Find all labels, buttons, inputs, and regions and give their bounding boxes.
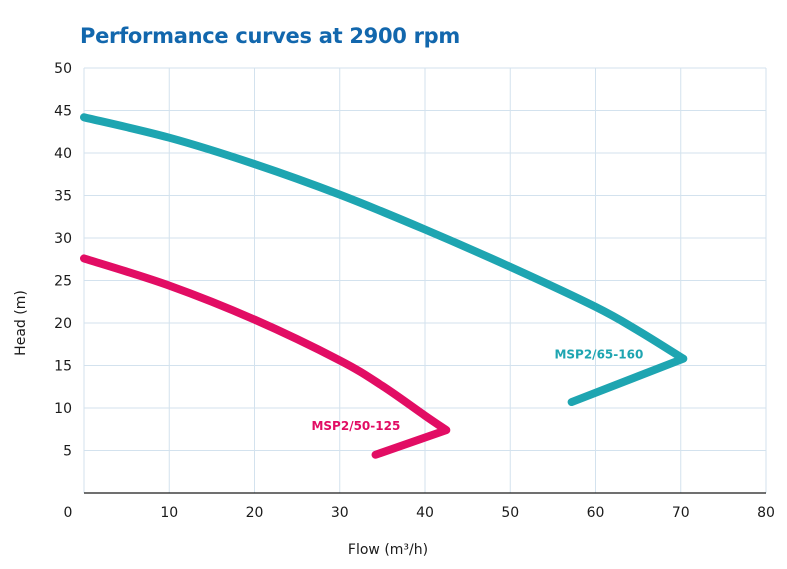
y-tick-label: 40 <box>54 146 72 162</box>
series-label-msp2-50-125: MSP2/50-125 <box>311 419 400 433</box>
series-label-msp2-65-160: MSP2/65-160 <box>554 348 643 362</box>
y-tick-label: 15 <box>54 359 72 375</box>
x-tick-label: 60 <box>587 505 605 521</box>
y-tick-label: 25 <box>54 274 72 290</box>
y-tick-label: 30 <box>54 231 72 247</box>
x-tick-label: 80 <box>757 505 775 521</box>
y-tick-label: 10 <box>54 401 72 417</box>
y-tick-label: 50 <box>54 61 72 77</box>
chart-title: Performance curves at 2900 rpm <box>80 24 460 48</box>
series-labels: MSP2/65-160 MSP2/50-125 <box>311 348 643 433</box>
y-tick-label: 35 <box>54 189 72 205</box>
y-tick-label: 5 <box>63 444 72 460</box>
x-tick-label: 30 <box>331 505 349 521</box>
grid <box>84 67 767 493</box>
y-tick-label: 20 <box>54 316 72 332</box>
series-lines <box>80 113 688 459</box>
series-line-msp2-65-160 <box>80 113 688 407</box>
tick-labels: 0 10 20 30 40 50 60 70 80 5 10 15 20 25 30 35 40 45 50 <box>54 61 775 521</box>
x-tick-label: 50 <box>501 505 519 521</box>
x-tick-label: 0 <box>64 505 73 521</box>
series-line-msp2-50-125 <box>80 254 451 459</box>
x-tick-label: 40 <box>416 505 434 521</box>
x-tick-label: 10 <box>160 505 178 521</box>
y-tick-label: 45 <box>54 104 72 120</box>
axes <box>83 68 766 494</box>
x-tick-label: 20 <box>246 505 264 521</box>
x-tick-label: 70 <box>672 505 690 521</box>
y-axis-label: Head (m) <box>13 290 29 356</box>
x-axis-label: Flow (m³/h) <box>348 542 428 558</box>
